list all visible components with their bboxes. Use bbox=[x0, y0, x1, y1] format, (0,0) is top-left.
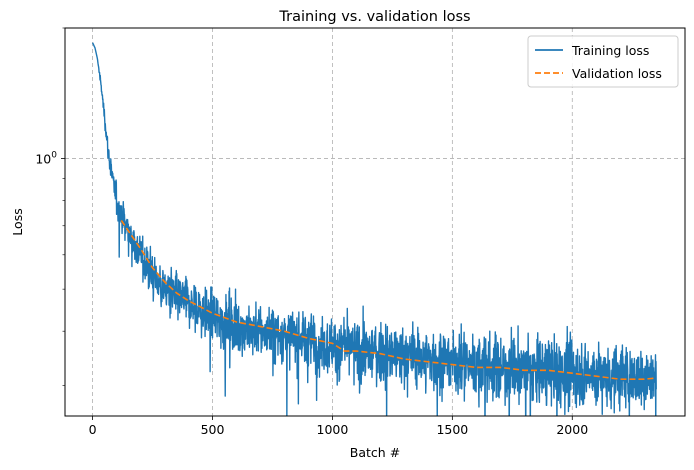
x-tick-label: 2000 bbox=[556, 422, 588, 437]
x-tick-label: 0 bbox=[89, 422, 97, 437]
x-tick-label: 1000 bbox=[317, 422, 349, 437]
series-layer bbox=[91, 42, 657, 416]
x-axis-label: Batch # bbox=[350, 445, 400, 460]
validation-loss-line bbox=[120, 220, 657, 381]
y-axis-ticks: 100 bbox=[35, 27, 65, 386]
x-tick-label: 500 bbox=[201, 422, 225, 437]
plot-frame bbox=[64, 27, 686, 417]
legend-box bbox=[527, 35, 679, 88]
y-tick-label: 100 bbox=[35, 151, 57, 167]
legend: Training loss Validation loss bbox=[527, 35, 679, 88]
x-tick-label: 1500 bbox=[436, 422, 468, 437]
chart-title: Training vs. validation loss bbox=[278, 9, 470, 25]
y-axis-label: Loss bbox=[10, 208, 25, 235]
x-axis-ticks: 0 500 1000 1500 2000 bbox=[89, 416, 588, 437]
legend-validation-label: Validation loss bbox=[572, 66, 662, 81]
legend-training-label: Training loss bbox=[571, 43, 649, 58]
